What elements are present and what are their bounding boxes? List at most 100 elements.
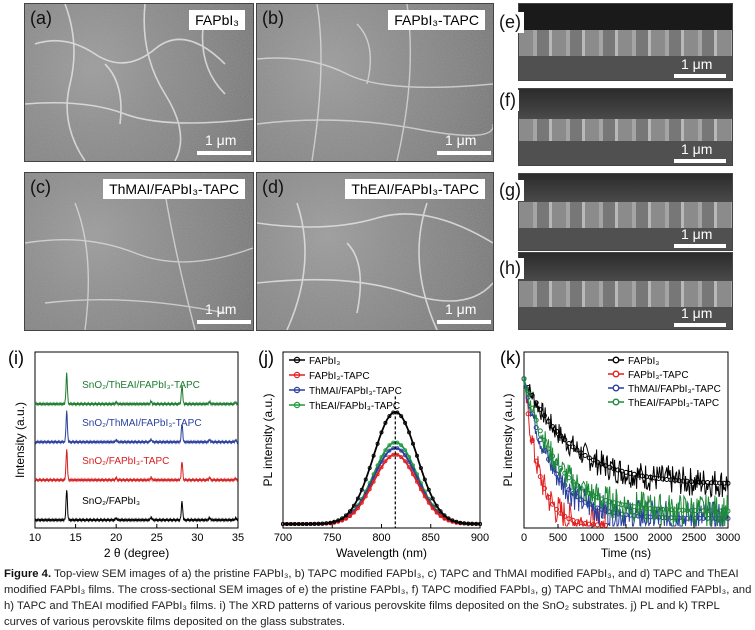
scale-bar (674, 159, 726, 163)
series-marker (363, 477, 368, 482)
y-axis-label: PL intensity (a.u.) (261, 394, 275, 487)
series-marker (430, 506, 435, 511)
panel-label: (k) (500, 348, 521, 368)
series-marker (336, 518, 341, 523)
legend-marker (293, 401, 301, 409)
sem-texture (257, 173, 493, 330)
series-marker (387, 455, 392, 460)
series-marker (594, 494, 600, 500)
legend-marker (612, 356, 620, 364)
series-label: SnO₂/FAPbI₃-TAPC (82, 456, 169, 467)
series-marker (631, 471, 637, 477)
x-tick-label: 500 (549, 532, 567, 544)
series-marker (603, 463, 609, 469)
sample-tag: ThEAI/FAPbI₃-TAPC (345, 179, 485, 199)
legend-label: FAPbI₃ (628, 356, 659, 367)
y-axis-label: Intensity (a.u.) (13, 402, 27, 478)
series-marker (566, 487, 572, 493)
series-line (34, 449, 239, 483)
sem-cross-e: 1 μm (518, 3, 733, 81)
x-axis-label: Wavelength (nm) (336, 546, 427, 560)
series-marker (525, 391, 531, 397)
panel-label-g: (g) (496, 180, 524, 201)
series-marker (418, 487, 423, 492)
series-marker (399, 414, 404, 419)
series-marker (533, 425, 539, 430)
panel-label: (c) (30, 177, 51, 197)
series-marker (599, 496, 604, 502)
legend-label: FAPbI₃-TAPC (628, 370, 689, 381)
series-marker (300, 521, 305, 526)
series-marker (426, 500, 431, 505)
series-marker (615, 467, 621, 473)
series-marker (383, 453, 388, 458)
x-tick-label: 1000 (580, 532, 604, 544)
scale-bar-label: 1 μm (205, 301, 237, 317)
scale-bar-label: 1 μm (681, 226, 713, 242)
series-marker (541, 485, 547, 491)
series-marker (586, 490, 592, 496)
series-marker (537, 407, 543, 413)
series-marker (582, 453, 588, 458)
scale-bar (674, 244, 726, 248)
series-marker (407, 459, 412, 464)
x-tick-label: 2000 (648, 532, 672, 544)
legend-label: ThEAI/FAPbI₃-TAPC (628, 398, 719, 409)
series-marker (387, 448, 392, 453)
series-marker (570, 491, 576, 496)
x-tick-label: 25 (151, 532, 163, 544)
series-marker (586, 455, 592, 461)
series-marker (546, 418, 551, 424)
series-marker (533, 400, 539, 406)
figure-caption: Figure 4. Top-view SEM images of a) the … (4, 566, 752, 630)
series-marker (442, 513, 447, 518)
x-tick-label: 750 (323, 532, 341, 544)
x-tick-label: 3000 (716, 532, 740, 544)
series-marker (438, 509, 443, 514)
series-label: SnO₂/ThMAI/FAPbI₃-TAPC (82, 418, 201, 429)
series-marker (348, 509, 353, 514)
trpl-chart: (k) 0 500 1000 1500 2000 2500 3000 Time (ns) PL … (500, 348, 740, 560)
x-tick-label: 0 (521, 532, 527, 544)
series-line (523, 378, 729, 528)
x-tick-label: 850 (422, 532, 440, 544)
sem-panel-c: (c) ThMAI/FAPbI₃-TAPC 1 μm (24, 172, 254, 331)
caption-text: Top-view SEM images of a) the pristine F… (4, 568, 752, 628)
sem-cross-f: 1 μm (518, 88, 733, 166)
scale-bar-label: 1 μm (205, 132, 237, 148)
series-label: SnO₂/FAPbI₃ (82, 496, 140, 507)
series-line (283, 441, 481, 525)
series-marker (328, 520, 333, 525)
series-marker (280, 521, 285, 526)
legend-label: FAPbI₃-TAPC (309, 371, 370, 382)
series-marker (664, 477, 670, 482)
plot-frame (34, 351, 239, 529)
series-marker (292, 521, 297, 526)
series-marker (566, 475, 572, 481)
series-marker (387, 443, 392, 448)
legend-marker (612, 370, 620, 378)
series-marker (312, 521, 317, 526)
x-tick-label: 15 (69, 532, 81, 544)
series-marker (379, 430, 384, 435)
series-marker (599, 461, 604, 467)
series-marker (574, 447, 580, 453)
xrd-chart: (i) 10 15 20 25 30 35 2 θ (degree) Intensity (a… (8, 348, 244, 560)
series-marker (359, 500, 364, 505)
scale-bar-label: 1 μm (445, 132, 477, 148)
sem-texture (25, 4, 253, 161)
x-tick-label: 700 (274, 532, 292, 544)
series-marker (371, 479, 376, 484)
legend-marker (612, 384, 620, 392)
sem-texture (257, 4, 493, 161)
y-axis-label: PL intensity (a.u.) (501, 394, 515, 487)
series-marker (410, 441, 415, 446)
legend-marker (612, 398, 620, 406)
series-marker (422, 477, 427, 482)
series-marker (387, 414, 392, 419)
series-marker (578, 485, 584, 491)
series-marker (446, 516, 451, 521)
series-marker (477, 521, 482, 526)
series-marker (383, 459, 388, 464)
x-tick-label: 30 (191, 532, 203, 544)
